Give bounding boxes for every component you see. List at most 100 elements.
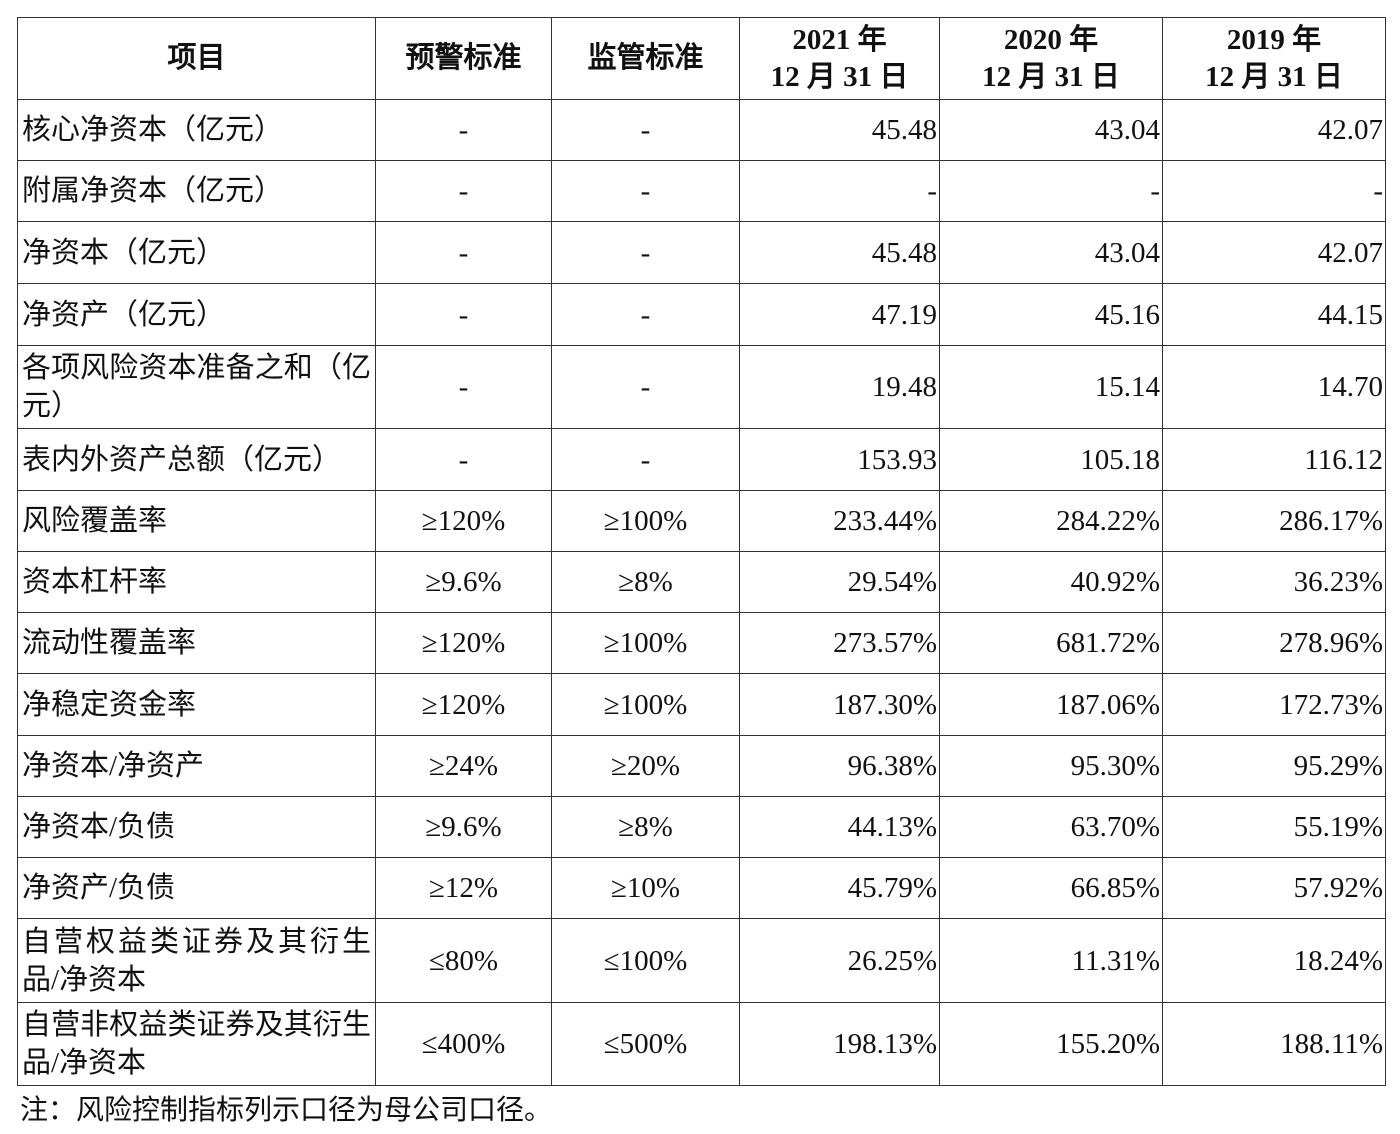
table-cell: 40.92% [939, 551, 1163, 613]
table-row: 自营非权益类证券及其衍生品/净资本 ≤400% ≤500% 198.13% 155.20… [17, 1002, 1386, 1086]
table-cell: - [375, 160, 552, 222]
table-cell: 29.54% [739, 551, 940, 613]
table-cell: ≥8% [551, 551, 740, 613]
table-cell: 表内外资产总额（亿元） [17, 428, 376, 491]
table-cell: 自营权益类证券及其衍生品/净资本 [17, 918, 376, 1003]
table-cell: 44.15 [1162, 283, 1386, 346]
table-cell: 188.11% [1162, 1002, 1386, 1086]
table-cell: 净稳定资金率 [17, 673, 376, 736]
table-cell: 286.17% [1162, 490, 1386, 552]
table-cell: 284.22% [939, 490, 1163, 552]
table-cell: - [551, 428, 740, 491]
table-cell: 各项风险资本准备之和（亿元） [17, 345, 376, 429]
table-cell: 96.38% [739, 735, 940, 797]
table-cell: ≤500% [551, 1002, 740, 1086]
table-cell: - [1162, 160, 1386, 222]
table-cell: 核心净资本（亿元） [17, 99, 376, 161]
table-cell: 风险覆盖率 [17, 490, 376, 552]
table-cell: 净资本（亿元） [17, 221, 376, 284]
table-cell: 95.30% [939, 735, 1163, 797]
table-cell: ≥12% [375, 857, 552, 919]
table-cell: 净资本/净资产 [17, 735, 376, 797]
table-cell: 116.12 [1162, 428, 1386, 491]
table-cell: 流动性覆盖率 [17, 612, 376, 674]
table-cell: 净资产/负债 [17, 857, 376, 919]
table-cell: 55.19% [1162, 796, 1386, 858]
table-cell: 42.07 [1162, 221, 1386, 284]
table-cell: 278.96% [1162, 612, 1386, 674]
table-row: 流动性覆盖率 ≥120% ≥100% 273.57% 681.72% 278.96% [17, 612, 1386, 674]
table-cell: ≤400% [375, 1002, 552, 1086]
table-cell: ≥100% [551, 612, 740, 674]
table-row: 自营权益类证券及其衍生品/净资本 ≤80% ≤100% 26.25% 11.31% 18.… [17, 918, 1386, 1003]
table-cell: 43.04 [939, 99, 1163, 161]
table-cell: 45.48 [739, 99, 940, 161]
table-cell: 36.23% [1162, 551, 1386, 613]
table-cell: 45.48 [739, 221, 940, 284]
table-cell: ≤100% [551, 918, 740, 1003]
table-row: 净资产（亿元） - -47.19 45.16 44.15 [17, 283, 1386, 346]
table-cell: - [939, 160, 1163, 222]
table-cell: - [551, 283, 740, 346]
header-cell: 监管标准 [551, 17, 740, 100]
table-wrap: 项目 预警标准 监管标准 2021 年 12 月 31 日 2020 年 12 月 31… [17, 17, 1386, 1086]
table-cell: 45.79% [739, 857, 940, 919]
table-row: 核心净资本（亿元） - -45.48 43.04 42.07 [17, 99, 1386, 161]
table-row: 附属净资本（亿元） - - - - - [17, 160, 1386, 222]
table-cell: ≥10% [551, 857, 740, 919]
header-row: 项目 预警标准 监管标准 2021 年 12 月 31 日 2020 年 12 月 31… [17, 17, 1386, 100]
header-cell: 2019 年 12 月 31 日 [1162, 17, 1386, 100]
table-cell: ≥100% [551, 673, 740, 736]
table-cell: - [375, 283, 552, 346]
table-cell: 57.92% [1162, 857, 1386, 919]
header-cell: 项目 [17, 17, 376, 100]
table-cell: 233.44% [739, 490, 940, 552]
table-cell: 19.48 [739, 345, 940, 429]
table-row: 净资本（亿元） - -45.48 43.04 42.07 [17, 221, 1386, 284]
table-cell: - [375, 345, 552, 429]
table-cell: 153.93 [739, 428, 940, 491]
table-cell: 11.31% [939, 918, 1163, 1003]
table-row: 表内外资产总额（亿元） - -153.93 105.18 116.12 [17, 428, 1386, 491]
table-cell: 45.16 [939, 283, 1163, 346]
table-cell: ≥20% [551, 735, 740, 797]
table-cell: ≥8% [551, 796, 740, 858]
table-row: 净稳定资金率 ≥120% ≥100% 187.30% 187.06% 172.73% [17, 673, 1386, 736]
table-cell: ≥9.6% [375, 796, 552, 858]
header-cell: 2020 年 12 月 31 日 [939, 17, 1163, 100]
table-cell: 净资产（亿元） [17, 283, 376, 346]
table-cell: 42.07 [1162, 99, 1386, 161]
table-cell: - [375, 99, 552, 161]
table-cell: 15.14 [939, 345, 1163, 429]
table-cell: 172.73% [1162, 673, 1386, 736]
table-cell: 净资本/负债 [17, 796, 376, 858]
table-cell: 44.13% [739, 796, 940, 858]
table-cell: ≥9.6% [375, 551, 552, 613]
table-cell: 14.70 [1162, 345, 1386, 429]
table-row: 资本杠杆率 ≥9.6% ≥8% 29.54% 40.92% 36.23% [17, 551, 1386, 613]
risk-table: 项目 预警标准 监管标准 2021 年 12 月 31 日 2020 年 12 月 31… [17, 17, 1386, 1086]
table-cell: ≥120% [375, 612, 552, 674]
table-cell: ≥24% [375, 735, 552, 797]
table-cell: ≥100% [551, 490, 740, 552]
table-row: 净资产/负债 ≥12% ≥10% 45.79% 66.85% 57.92% [17, 857, 1386, 919]
table-cell: 187.06% [939, 673, 1163, 736]
table-cell: 95.29% [1162, 735, 1386, 797]
table-row: 净资本/负债 ≥9.6% ≥8% 44.13% 63.70% 55.19% [17, 796, 1386, 858]
table-cell: 198.13% [739, 1002, 940, 1086]
table-row: 各项风险资本准备之和（亿元） - -19.48 15.14 14.70 [17, 345, 1386, 429]
table-cell: 681.72% [939, 612, 1163, 674]
table-cell: 自营非权益类证券及其衍生品/净资本 [17, 1002, 376, 1086]
table-cell: 资本杠杆率 [17, 551, 376, 613]
table-cell: 66.85% [939, 857, 1163, 919]
table-cell: 26.25% [739, 918, 940, 1003]
table-row: 净资本/净资产 ≥24% ≥20% 96.38% 95.30% 95.29% [17, 735, 1386, 797]
table-cell: 155.20% [939, 1002, 1163, 1086]
table-cell: ≤80% [375, 918, 552, 1003]
table-row: 风险覆盖率 ≥120% ≥100% 233.44% 284.22% 286.17% [17, 490, 1386, 552]
table-cell: - [551, 99, 740, 161]
note: 注：风险控制指标列示口径为母公司口径。 [20, 1095, 553, 1126]
table-cell: 47.19 [739, 283, 940, 346]
table-cell: 43.04 [939, 221, 1163, 284]
table-cell: - [551, 221, 740, 284]
